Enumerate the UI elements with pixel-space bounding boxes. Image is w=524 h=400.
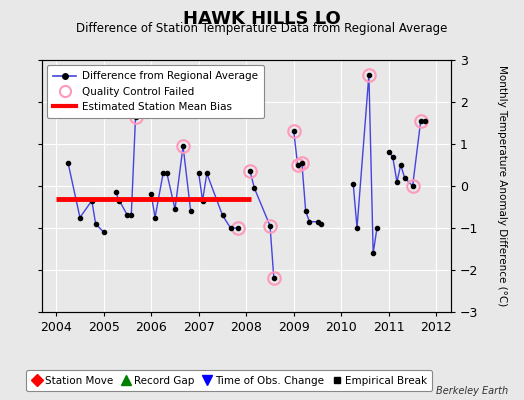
Legend: Station Move, Record Gap, Time of Obs. Change, Empirical Break: Station Move, Record Gap, Time of Obs. C… — [26, 370, 432, 391]
Text: Berkeley Earth: Berkeley Earth — [436, 386, 508, 396]
Text: HAWK HILLS LO: HAWK HILLS LO — [183, 10, 341, 28]
Legend: Difference from Regional Average, Quality Control Failed, Estimated Station Mean: Difference from Regional Average, Qualit… — [47, 65, 264, 118]
Text: Difference of Station Temperature Data from Regional Average: Difference of Station Temperature Data f… — [77, 22, 447, 35]
Y-axis label: Monthly Temperature Anomaly Difference (°C): Monthly Temperature Anomaly Difference (… — [497, 65, 507, 307]
